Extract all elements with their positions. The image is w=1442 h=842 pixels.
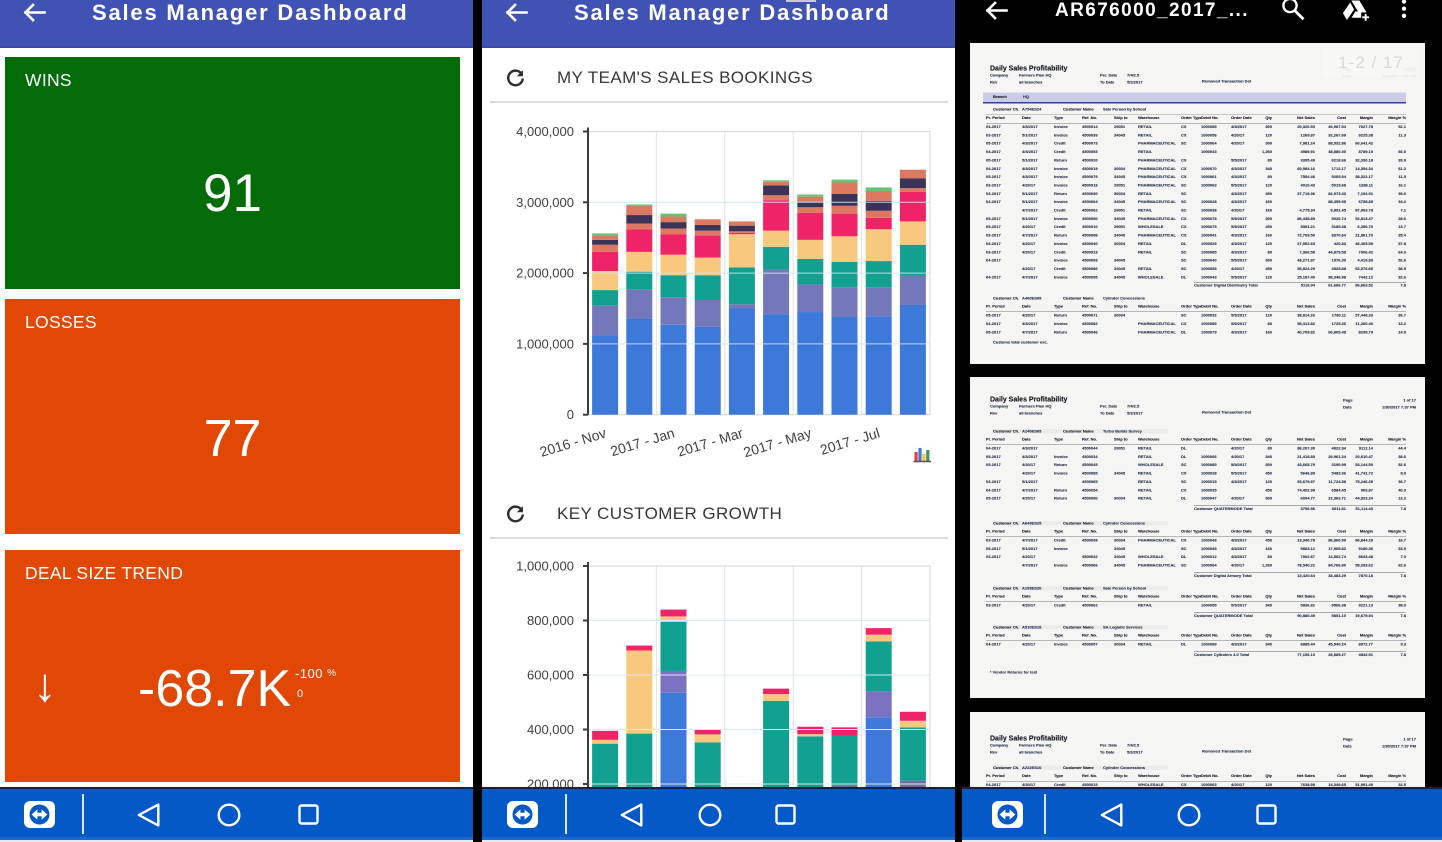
svg-text:2,000,000: 2,000,000 — [516, 266, 574, 281]
svg-text:800,000: 800,000 — [527, 613, 574, 628]
svg-text:1,000,000: 1,000,000 — [516, 559, 574, 574]
svg-text:200,000: 200,000 — [527, 777, 574, 791]
svg-text:600,000: 600,000 — [527, 668, 574, 683]
svg-text:2017 - May: 2017 - May — [742, 425, 814, 461]
svg-text:2017 - Jan: 2017 - Jan — [608, 425, 676, 460]
svg-text:2017 - Mar: 2017 - Mar — [675, 424, 745, 459]
svg-text:2016 - Nov: 2016 - Nov — [538, 425, 608, 460]
svg-text:3,000,000: 3,000,000 — [516, 195, 574, 210]
svg-text:400,000: 400,000 — [527, 722, 574, 737]
svg-text:4,000,000: 4,000,000 — [516, 124, 574, 139]
svg-text:1,000,000: 1,000,000 — [516, 336, 574, 351]
svg-text:2017 - Jul: 2017 - Jul — [818, 425, 881, 458]
svg-text:0: 0 — [567, 407, 574, 422]
